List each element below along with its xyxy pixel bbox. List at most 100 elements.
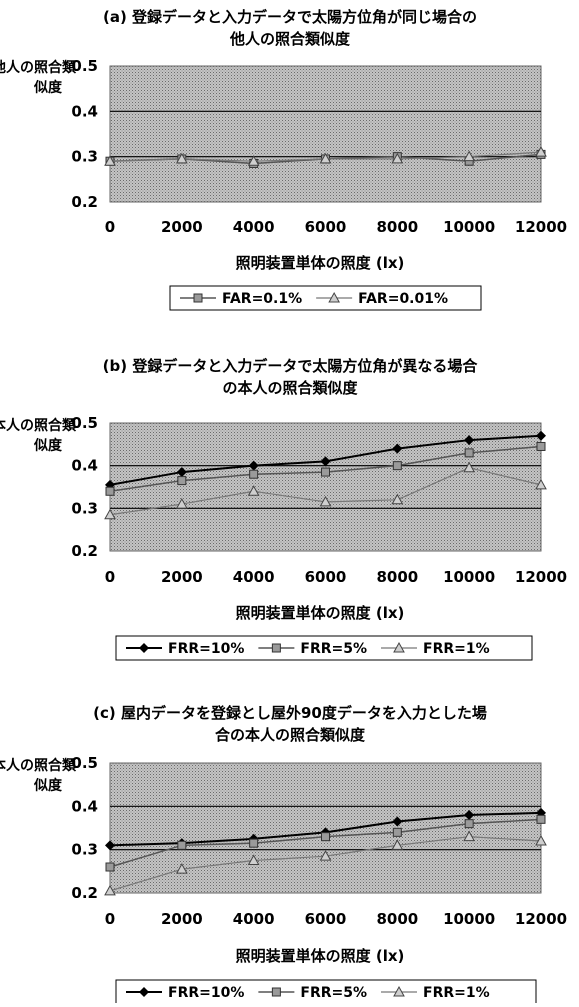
x-tick-label: 12000 [515, 568, 567, 586]
data-point [536, 441, 546, 451]
data-point [175, 498, 188, 509]
plot-area [109, 65, 542, 203]
legend-marker [271, 987, 281, 997]
y-tick-label: 0.4 [71, 797, 98, 815]
data-point [247, 854, 260, 865]
legend-label: FRR=10% [168, 641, 244, 657]
legend-label: FRR=1% [423, 985, 490, 1001]
data-point [321, 832, 330, 842]
x-tick-label: 4000 [233, 568, 275, 586]
data-point [177, 476, 187, 486]
y-axis-label: 本人の照合類 [0, 757, 77, 774]
legend-marker [393, 641, 405, 653]
legend: FRR=10% FRR=5% FRR=1% [115, 979, 537, 1005]
legend-item: FAR=0.01% [316, 291, 448, 307]
x-tick-label: 2000 [161, 218, 203, 236]
y-tick-label: 0.3 [71, 148, 98, 166]
x-tick-label: 0 [105, 218, 115, 236]
legend-label: FRR=5% [300, 985, 367, 1001]
x-axis-label: 照明装置単体の照度 (lx) [236, 604, 405, 622]
data-point [463, 150, 476, 162]
data-point [463, 461, 476, 473]
legend-box [115, 979, 537, 1005]
y-tick-label: 0.3 [71, 841, 98, 859]
x-tick-label: 10000 [443, 568, 495, 586]
x-tick-label: 2000 [161, 910, 203, 928]
legend-label: FRR=10% [168, 985, 244, 1001]
chart-title: 合の本人の照合類似度 [214, 726, 366, 744]
data-point [464, 819, 474, 829]
data-point [249, 469, 259, 479]
y-axis-label: 本人の照合類 [0, 417, 77, 434]
chart-title: (c) 屋内データを登録とし屋外90度データを入力とした場 [93, 704, 487, 722]
x-tick-label: 8000 [376, 218, 418, 236]
x-tick-label: 4000 [233, 910, 275, 928]
data-point [247, 485, 260, 496]
y-tick-label: 0.4 [71, 457, 98, 475]
legend-marker [271, 643, 281, 653]
data-point [535, 146, 547, 157]
data-point [536, 814, 546, 824]
data-point [105, 862, 115, 872]
y-axis-label: 似度 [33, 437, 63, 454]
data-point [535, 478, 547, 490]
y-tick-label: 0.5 [71, 414, 98, 432]
chart-title: (a) 登録データと入力データで太陽方位角が同じ場合の [103, 8, 477, 26]
legend-label: FAR=0.01% [358, 291, 448, 307]
y-tick-label: 0.2 [71, 884, 98, 902]
y-tick-label: 0.3 [71, 499, 98, 517]
data-point [464, 435, 475, 446]
x-tick-label: 12000 [515, 910, 567, 928]
data-point [320, 456, 331, 467]
x-tick-label: 0 [105, 910, 115, 928]
data-point [392, 816, 403, 827]
legend: FRR=10% FRR=5% FRR=1% [115, 635, 533, 661]
legend-item: FRR=1% [381, 641, 490, 657]
data-point [391, 839, 404, 850]
data-point [175, 863, 188, 874]
x-axis-label: 照明装置単体の照度 (lx) [236, 947, 405, 965]
x-tick-label: 10000 [443, 218, 495, 236]
data-point [104, 884, 116, 896]
x-tick-label: 8000 [376, 910, 418, 928]
chart-title: (b) 登録データと入力データで太陽方位角が異なる場合 [103, 357, 479, 375]
x-axis-label: 照明装置単体の照度 (lx) [236, 254, 405, 272]
legend-marker [139, 987, 149, 997]
data-point [104, 155, 116, 166]
x-tick-label: 6000 [305, 218, 347, 236]
legend-marker [328, 291, 340, 303]
data-point [319, 495, 332, 507]
data-point [177, 840, 187, 850]
data-point [321, 467, 330, 477]
legend-box [115, 635, 533, 661]
x-tick-label: 8000 [376, 568, 418, 586]
data-point [392, 443, 403, 454]
legend-label: FAR=0.1% [222, 291, 302, 307]
data-point [105, 840, 115, 851]
legend-marker [193, 293, 203, 303]
chart-title: 他人の照合類似度 [229, 30, 351, 48]
data-point [249, 838, 259, 848]
series-1 [105, 814, 546, 872]
data-point [535, 834, 547, 846]
legend-marker [393, 985, 405, 997]
y-axis-label: 似度 [33, 79, 63, 96]
x-tick-label: 2000 [161, 568, 203, 586]
x-tick-label: 6000 [305, 568, 347, 586]
data-point [319, 152, 332, 164]
y-tick-label: 0.2 [71, 193, 98, 211]
x-tick-label: 12000 [515, 218, 567, 236]
data-point [248, 460, 259, 471]
y-tick-label: 0.4 [71, 102, 98, 120]
y-tick-label: 0.5 [71, 754, 98, 772]
legend: FAR=0.1% FAR=0.01% [169, 285, 482, 311]
data-point [464, 448, 474, 458]
series-2 [104, 830, 547, 896]
data-point [536, 430, 546, 441]
series-1 [105, 441, 546, 496]
legend-marker [139, 643, 149, 653]
series-2 [104, 461, 547, 520]
series-1 [104, 146, 547, 166]
